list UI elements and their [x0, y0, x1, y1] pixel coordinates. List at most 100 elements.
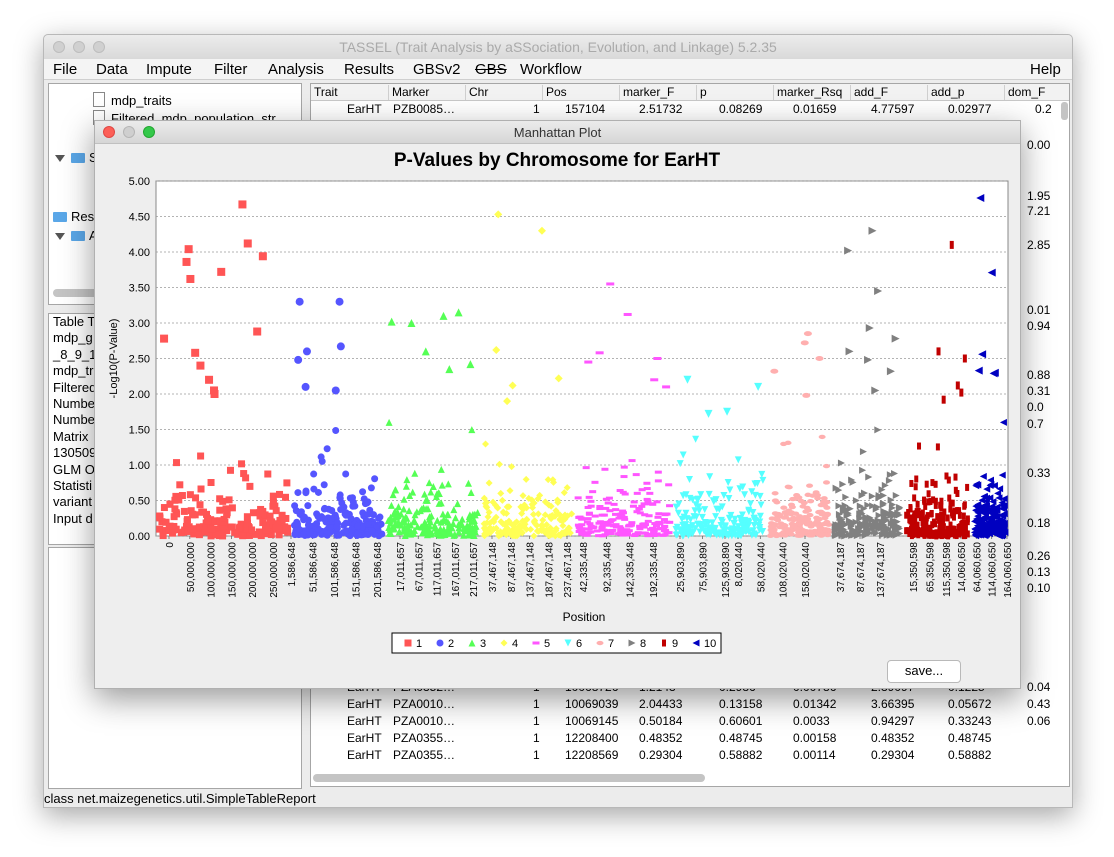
info-line: GLM O [53, 461, 95, 477]
data-point [640, 525, 648, 529]
data-point [522, 525, 530, 533]
data-point [929, 510, 934, 518]
column-header[interactable]: Trait [314, 85, 338, 99]
data-point [519, 492, 527, 500]
menu-filter[interactable]: Filter [214, 61, 248, 78]
data-point [952, 507, 957, 515]
data-point [735, 531, 743, 539]
data-point [949, 530, 954, 538]
data-point [812, 490, 820, 495]
tree-item[interactable]: Resu [53, 209, 101, 224]
cell: 2.51732 [639, 102, 683, 116]
expand-triangle-icon[interactable] [55, 155, 65, 162]
tree-item[interactable]: mdp_traits [93, 92, 172, 108]
data-point [935, 443, 940, 451]
tree-item[interactable]: A [55, 228, 98, 243]
data-point [980, 493, 988, 501]
cell: 0.29304 [871, 748, 915, 762]
column-header[interactable]: add_p [927, 85, 1005, 100]
menu-analysis[interactable]: Analysis [268, 61, 324, 78]
menu-impute[interactable]: Impute [146, 61, 192, 78]
data-point [869, 524, 877, 532]
data-point [941, 523, 946, 531]
expand-triangle-icon[interactable] [55, 233, 65, 240]
data-point [216, 506, 224, 514]
table-row[interactable]: EarHT PZA0010… 1 10069039 2.04433 0.13158 0.01… [311, 697, 1069, 713]
column-header[interactable]: Marker [388, 85, 466, 100]
zoom-window-button[interactable] [143, 126, 155, 138]
minimize-window-button[interactable] [73, 41, 85, 53]
data-point [660, 529, 668, 533]
data-point [342, 527, 350, 535]
cell: 0.26 [1027, 549, 1051, 563]
data-point [596, 520, 604, 524]
x-tick-label: 117,011,657 [433, 542, 444, 597]
data-point [965, 483, 970, 491]
data-point [987, 268, 996, 277]
data-point [392, 521, 400, 529]
data-point [820, 521, 828, 527]
menu-gbsv2[interactable]: GBSv2 [413, 61, 461, 78]
data-point [301, 382, 310, 391]
minimize-window-button[interactable] [123, 126, 135, 138]
data-point [788, 504, 796, 510]
menu-workflow[interactable]: Workflow [520, 61, 582, 78]
data-point [406, 491, 414, 499]
data-point [497, 489, 505, 497]
data-point [565, 524, 573, 532]
close-window-button[interactable] [53, 41, 65, 53]
data-point [856, 502, 864, 510]
data-point [534, 495, 542, 503]
column-header[interactable]: p [696, 85, 774, 100]
column-header[interactable]: marker_F [619, 85, 697, 100]
data-point [784, 484, 792, 489]
cell: 0.48745 [948, 731, 992, 745]
data-point [999, 531, 1007, 539]
data-point [402, 482, 410, 490]
menu-gbs[interactable]: GBS [475, 61, 507, 78]
column-header[interactable]: Chr [465, 85, 543, 100]
zoom-window-button[interactable] [93, 41, 105, 53]
data-point [697, 491, 705, 499]
data-point [757, 501, 765, 509]
menu-help[interactable]: Help [1030, 61, 1061, 78]
data-point [410, 518, 418, 526]
menu-data[interactable]: Data [96, 61, 128, 78]
data-point [977, 506, 985, 514]
column-header[interactable]: add_F [850, 85, 928, 100]
data-point [726, 486, 734, 494]
table-row[interactable]: EarHT PZA0355… 1 12208400 0.48352 0.48745 0.00… [311, 731, 1069, 747]
tree-item[interactable]: S [55, 150, 98, 165]
close-window-button[interactable] [103, 126, 115, 138]
data-point [596, 507, 604, 511]
menu-results[interactable]: Results [344, 61, 395, 78]
data-point [802, 529, 810, 534]
data-point [609, 518, 617, 522]
data-point [173, 459, 181, 467]
menu-file[interactable]: File [53, 61, 78, 78]
cell: 0.10 [1027, 581, 1051, 595]
cell: 0.18 [1027, 516, 1051, 530]
data-point [342, 511, 350, 519]
data-point [584, 360, 593, 364]
data-point [519, 505, 527, 513]
table-row[interactable]: EarHT PZA0355… 1 12208569 0.29304 0.58882 0.00… [311, 748, 1069, 764]
table-row[interactable]: EarHT PZB0085… 1 157104 2.51732 0.08269 … [311, 102, 1069, 118]
data-point [305, 522, 313, 530]
data-point [226, 466, 234, 474]
column-header[interactable]: marker_Rsq [773, 85, 851, 100]
column-header[interactable]: Pos [542, 85, 620, 100]
horizontal-scrollbar[interactable] [313, 774, 705, 782]
tree-item-label: Resu [71, 209, 102, 224]
table-row[interactable]: EarHT PZA0010… 1 10069145 0.50184 0.60601 0.00… [311, 714, 1069, 730]
data-point [666, 520, 674, 524]
column-header[interactable]: dom_F [1004, 85, 1068, 100]
data-point [944, 472, 949, 480]
data-point [868, 492, 876, 500]
data-point [749, 527, 757, 535]
data-point [953, 486, 958, 494]
data-point [616, 525, 624, 529]
data-point [407, 521, 415, 529]
save-button[interactable]: save... [887, 660, 961, 683]
vertical-scrollbar[interactable] [1061, 102, 1068, 120]
